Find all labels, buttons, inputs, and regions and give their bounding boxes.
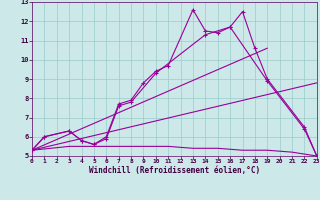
X-axis label: Windchill (Refroidissement éolien,°C): Windchill (Refroidissement éolien,°C) bbox=[89, 166, 260, 175]
